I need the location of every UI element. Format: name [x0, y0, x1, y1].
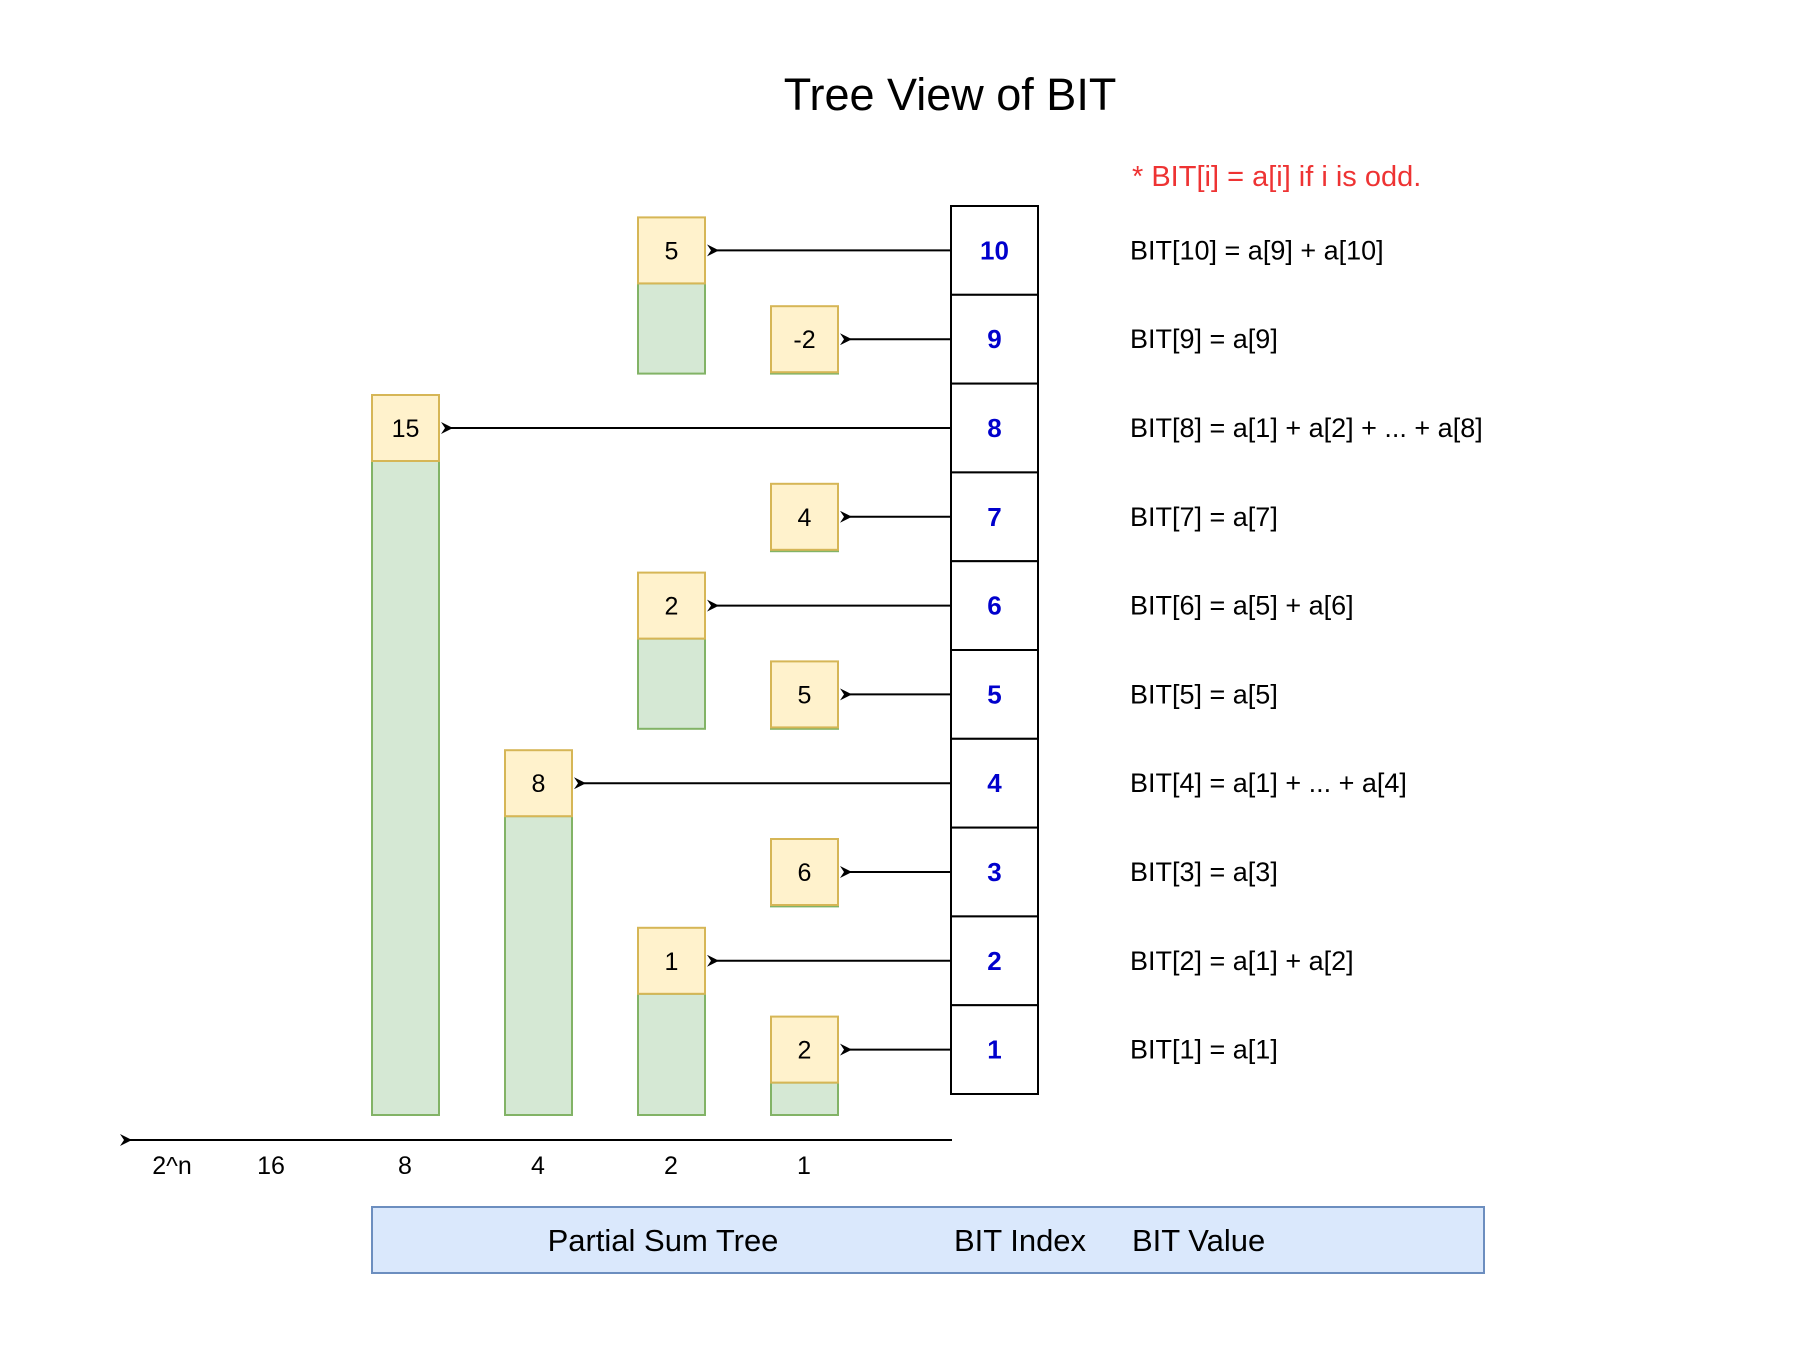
legend: Partial Sum Tree BIT Index BIT Value: [371, 1206, 1485, 1274]
bit-8-value-label: 15: [392, 415, 420, 443]
index-to-value-arrows: [441, 244, 951, 1056]
bit-3-index-label: 3: [987, 857, 1001, 887]
bit-formulas: BIT[10] = a[9] + a[10] BIT[9] = a[9] BIT[8…: [1130, 235, 1483, 1064]
bit-7-formula: BIT[7] = a[7]: [1130, 502, 1278, 532]
legend-partial-sum-tree: Partial Sum Tree: [548, 1223, 779, 1258]
bit-1-index-label: 1: [987, 1035, 1001, 1065]
bit-1-index-cell: [950, 1004, 1039, 1096]
power-axis-label-8: 8: [398, 1152, 412, 1180]
bit-2-value-label: 1: [665, 948, 679, 976]
bit-9-index-label: 9: [987, 324, 1001, 354]
legend-bit-value: BIT Value: [1132, 1223, 1265, 1258]
bit-5-value-box: [770, 660, 839, 729]
bit-6-value-label: 2: [665, 593, 679, 621]
bit-4-value-box: [504, 749, 573, 818]
power-axis-label-4: 4: [531, 1152, 545, 1180]
bit-4-value-label: 8: [532, 770, 546, 798]
bit-index-column: 10 9 8 7 6 5 4 3 2 1: [950, 205, 1039, 1096]
power-axis-label-2-pow-n: 2^n: [152, 1152, 192, 1180]
diagram-title: Tree View of BIT: [784, 69, 1117, 120]
bit-9-formula: BIT[9] = a[9]: [1130, 324, 1278, 354]
bit-6-range-bar: [637, 637, 706, 730]
bit-4-index-cell: [950, 737, 1039, 829]
partial-sum-bars: 5 -2 15 4 2 5 8 6 1 2: [371, 216, 839, 1116]
power-axis-label-1: 1: [797, 1152, 811, 1180]
power-axis-labels: 2^n 16 8 4 2 1: [152, 1152, 811, 1180]
odd-index-note: * BIT[i] = a[i] if i is odd.: [1132, 161, 1421, 193]
bit-5-index-label: 5: [987, 679, 1001, 709]
bit-1-value-label: 2: [798, 1037, 812, 1065]
bit-5-index-cell: [950, 649, 1039, 740]
bit-8-range-bar: [371, 460, 440, 1116]
bit-6-index-cell: [950, 560, 1039, 652]
bit-7-value-box: [770, 482, 839, 551]
bit-10-value-label: 5: [665, 237, 679, 265]
bit-2-index-label: 2: [987, 946, 1001, 976]
bit-7-value-label: 4: [798, 504, 812, 532]
bit-4-formula: BIT[4] = a[1] + ... + a[4]: [1130, 768, 1407, 798]
bit-2-value-box: [637, 926, 706, 995]
bit-5-formula: BIT[5] = a[5]: [1130, 679, 1278, 709]
bit-6-index-label: 6: [987, 591, 1001, 621]
power-axis-label-2: 2: [664, 1152, 678, 1180]
bit-8-index-cell: [950, 382, 1039, 474]
bit-7-index-label: 7: [987, 502, 1001, 532]
power-axis: 2^n 16 8 4 2 1: [120, 1134, 952, 1180]
bit-3-index-cell: [950, 826, 1039, 918]
bit-2-index-cell: [950, 915, 1039, 1007]
bit-3-value-box: [770, 838, 839, 906]
bit-6-value-box: [637, 571, 706, 640]
bit-10-formula: BIT[10] = a[9] + a[10]: [1130, 235, 1384, 265]
bit-1-formula: BIT[1] = a[1]: [1130, 1035, 1278, 1065]
bit-8-index-label: 8: [987, 413, 1001, 443]
bit-9-value-box: [770, 305, 839, 374]
bit-4-index-label: 4: [987, 768, 1002, 798]
bit-2-range-bar: [637, 992, 706, 1116]
bit-10-index-label: 10: [980, 235, 1009, 265]
bit-3-formula: BIT[3] = a[3]: [1130, 857, 1278, 887]
bit-6-formula: BIT[6] = a[5] + a[6]: [1130, 591, 1354, 621]
bit-9-index-cell: [950, 293, 1039, 385]
bit-8-formula: BIT[8] = a[1] + a[2] + ... + a[8]: [1130, 413, 1483, 443]
bit-7-index-cell: [950, 471, 1039, 563]
bit-3-value-label: 6: [798, 859, 812, 887]
bit-4-range-bar: [504, 815, 573, 1116]
bit-1-value-box: [770, 1015, 839, 1084]
legend-box: [371, 1206, 1485, 1274]
bit-10-range-bar: [637, 282, 706, 375]
bit-9-value-label: -2: [793, 326, 815, 354]
bit-2-formula: BIT[2] = a[1] + a[2]: [1130, 946, 1354, 976]
power-axis-label-16: 16: [257, 1152, 285, 1180]
bit-10-value-box: [637, 216, 706, 285]
bit-5-value-label: 5: [798, 681, 812, 709]
bit-1-range-bar: [770, 1081, 839, 1116]
legend-bit-index: BIT Index: [954, 1223, 1087, 1258]
bit-8-value-box: [371, 394, 440, 462]
